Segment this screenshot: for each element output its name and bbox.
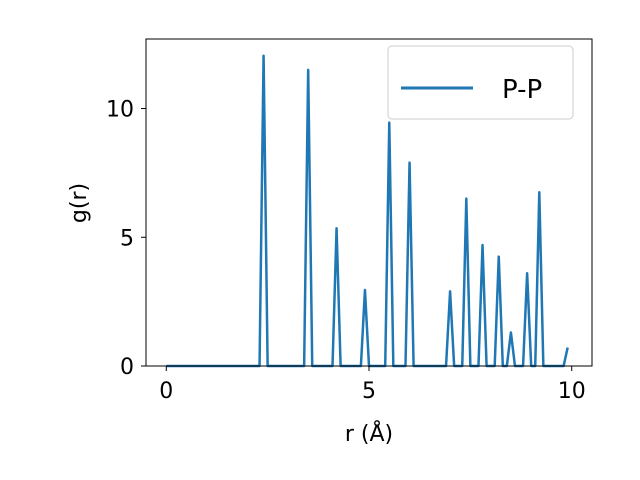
y-tick-label-0: 0 <box>120 355 134 380</box>
x-tick-label-1: 5 <box>362 379 376 404</box>
legend-label: P-P <box>502 75 542 105</box>
plot-frame <box>145 38 593 367</box>
y-tick-label-2: 10 <box>106 98 134 123</box>
y-axis-label: g(r) <box>67 183 92 223</box>
x-axis-label: r (Å) <box>345 420 393 447</box>
legend-box <box>387 45 574 120</box>
x-tick-label-2: 10 <box>558 379 586 404</box>
ticks-layer: 0 5 10 0 5 10 <box>106 98 586 404</box>
y-tick-label-1: 5 <box>120 226 134 251</box>
x-tick-label-0: 0 <box>159 379 173 404</box>
legend: P-P <box>387 45 574 120</box>
